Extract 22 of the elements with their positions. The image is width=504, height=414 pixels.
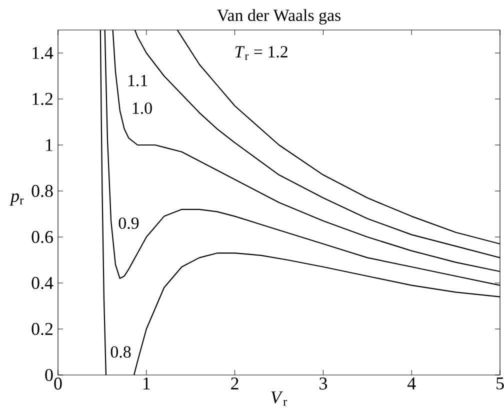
x-tick-label: 3 — [320, 378, 327, 390]
chart-title: Van der Waals gas — [217, 9, 341, 24]
x-axis-title: V$_{r}$ — [271, 391, 288, 406]
series-label: 1.1 — [128, 74, 148, 86]
y-axis-title: p$_{r}$ — [10, 193, 24, 206]
series-label: 1.0 — [132, 102, 152, 114]
y-tick-label: 0.8 — [32, 184, 53, 198]
x-tick-label: 5 — [496, 378, 504, 390]
x-tick-label: 0 — [54, 378, 62, 390]
legend-label: T$_{r}$ = 1.2 — [235, 46, 288, 60]
y-tick-label: 0.4 — [32, 276, 54, 290]
y-tick-label: 0.6 — [32, 230, 53, 244]
y-tick-label: 1.4 — [32, 46, 54, 60]
series-label: 0.8 — [110, 346, 131, 358]
y-tick-label: 0.2 — [32, 322, 52, 336]
x-tick-label: 2 — [231, 378, 238, 390]
x-tick-label: 4 — [407, 378, 416, 390]
y-tick-label: 1.2 — [32, 92, 52, 106]
x-tick-label: 1 — [143, 378, 150, 390]
y-tick-label: 0 — [45, 368, 53, 382]
series-label: 0.9 — [118, 217, 139, 229]
y-tick-label: 1 — [46, 139, 52, 151]
